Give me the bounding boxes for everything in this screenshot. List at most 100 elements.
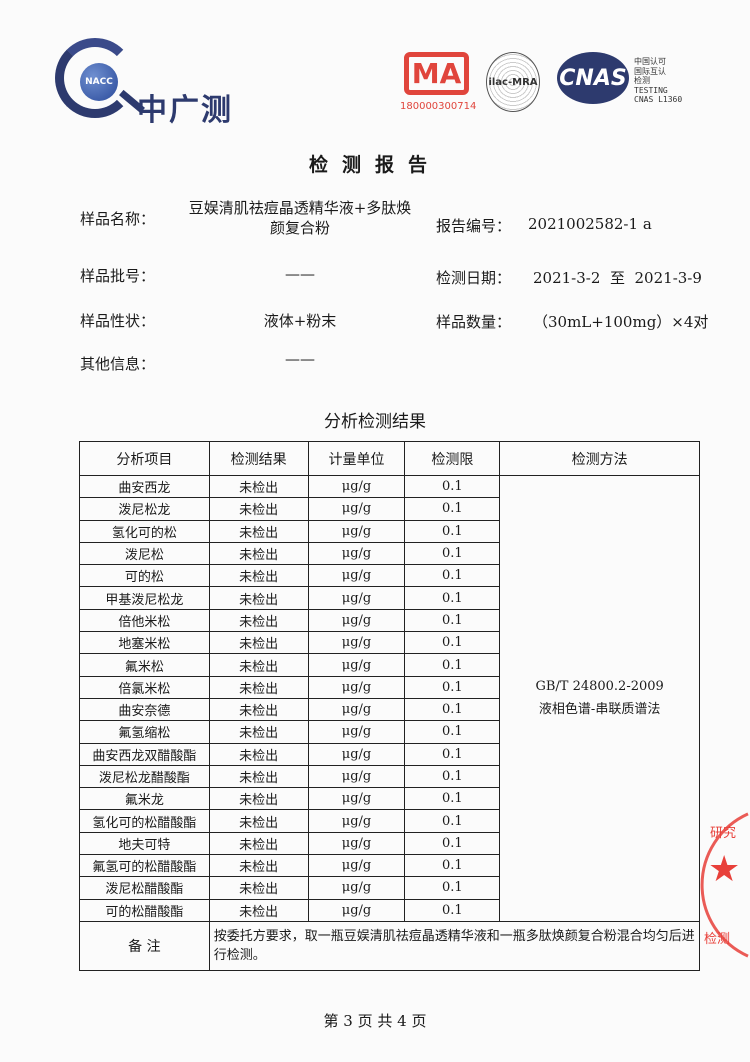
limit-cell: 0.1 xyxy=(404,876,501,900)
cnas-text: 中国认可 国际互认 检测 TESTING CNAS L1360 xyxy=(634,57,682,105)
analyte-cell: 曲安西龙双醋酸酯 xyxy=(79,742,210,766)
result-cell: 未检出 xyxy=(208,541,309,566)
limit-cell: 0.1 xyxy=(404,787,501,811)
analyte-cell: 泼尼松龙 xyxy=(79,497,210,521)
result-cell: 未检出 xyxy=(208,898,309,922)
table-row: 可的松 未检出 μg/g 0.1 xyxy=(79,564,700,588)
limit-cell: 0.1 xyxy=(404,809,501,833)
result-cell: 未检出 xyxy=(208,831,309,856)
unit-cell: μg/g xyxy=(307,586,406,610)
limit-cell: 0.1 xyxy=(404,541,501,566)
result-cell: 未检出 xyxy=(208,854,309,878)
batch-label: 样品批号： xyxy=(80,267,156,285)
limit-cell: 0.1 xyxy=(404,675,501,699)
analyte-cell: 曲安西龙 xyxy=(79,474,210,499)
unit-cell: μg/g xyxy=(307,519,406,543)
unit-cell: μg/g xyxy=(307,831,406,856)
table-row: 氟米松 未检出 μg/g 0.1 xyxy=(79,653,700,677)
analyte-cell: 氟氢缩松 xyxy=(79,720,210,744)
analyte-cell: 地夫可特 xyxy=(79,831,210,856)
analyte-cell: 倍他米松 xyxy=(79,608,210,633)
cnas-logo: CNAS xyxy=(557,52,629,104)
table-row: 倍氯米松 未检出 μg/g 0.1 xyxy=(79,675,700,699)
note-row: 备 注按委托方要求，取一瓶豆娱清肌祛痘晶透精华液和一瓶多肽焕颜复合粉混合均匀后进… xyxy=(79,920,701,971)
result-cell: 未检出 xyxy=(208,497,309,521)
ilac-mra-logo: ilac-MRA xyxy=(486,52,540,112)
unit-cell: μg/g xyxy=(307,764,406,789)
results-table: 分析项目 检测结果 计量单位 检测限 检测方法 曲安西龙 未检出 μg/g 0.1 GB… xyxy=(79,441,701,971)
limit-cell: 0.1 xyxy=(404,742,501,766)
sample-name-label: 样品名称： xyxy=(80,210,156,228)
test-date-to: 2021-3-9 xyxy=(634,269,702,287)
cma-logo: MA xyxy=(404,52,469,95)
result-cell: 未检出 xyxy=(208,653,309,677)
result-cell: 未检出 xyxy=(208,787,309,811)
table-row: 氟氢缩松 未检出 μg/g 0.1 xyxy=(79,720,700,744)
report-no-value: 2021002582-1 a xyxy=(528,215,652,233)
other-info-label: 其他信息： xyxy=(80,355,156,373)
result-cell: 未检出 xyxy=(208,564,309,588)
unit-cell: μg/g xyxy=(307,497,406,521)
result-cell: 未检出 xyxy=(208,519,309,543)
limit-cell: 0.1 xyxy=(404,474,501,499)
table-row: 可的松醋酸酯 未检出 μg/g 0.1 xyxy=(79,898,700,922)
table-row: 氢化可的松 未检出 μg/g 0.1 xyxy=(79,519,700,543)
method-technique: 液相色谱-串联质谱法 xyxy=(538,702,661,718)
official-stamp xyxy=(700,812,749,958)
table-row: 氟米龙 未检出 μg/g 0.1 xyxy=(79,787,700,811)
result-cell: 未检出 xyxy=(208,720,309,744)
limit-cell: 0.1 xyxy=(404,697,501,722)
limit-cell: 0.1 xyxy=(404,898,501,922)
table-row: 曲安西龙 未检出 μg/g 0.1 GB/T 24800.2-2009 液相色谱-串联质谱… xyxy=(79,474,700,922)
analyte-cell: 泼尼松 xyxy=(79,541,210,566)
analyte-cell: 氢化可的松 xyxy=(79,519,210,543)
unit-cell: μg/g xyxy=(307,742,406,766)
unit-cell: μg/g xyxy=(307,876,406,900)
analyte-cell: 甲基泼尼松龙 xyxy=(79,586,210,610)
analyte-cell: 氟氢可的松醋酸酯 xyxy=(79,854,210,878)
state-value: 液体+粉末 xyxy=(263,312,337,330)
table-row: 泼尼松 未检出 μg/g 0.1 xyxy=(79,541,700,566)
test-date-from: 2021-3-2 xyxy=(533,269,601,287)
table-row: 泼尼松醋酸酯 未检出 μg/g 0.1 xyxy=(79,876,700,900)
unit-cell: μg/g xyxy=(307,653,406,677)
limit-cell: 0.1 xyxy=(404,497,501,521)
results-heading: 分析检测结果 xyxy=(324,412,426,432)
cnas-line: TESTING xyxy=(634,85,668,95)
analyte-cell: 可的松 xyxy=(79,564,210,588)
limit-cell: 0.1 xyxy=(404,854,501,878)
cnas-line: 国际互认 xyxy=(634,66,666,76)
test-date-label: 检测日期： xyxy=(436,269,512,287)
unit-cell: μg/g xyxy=(307,675,406,699)
limit-cell: 0.1 xyxy=(404,586,501,610)
quantity-value: （30mL+100mg）×4对 xyxy=(533,313,709,331)
unit-cell: μg/g xyxy=(307,720,406,744)
table-row: 泼尼松龙醋酸酯 未检出 μg/g 0.1 xyxy=(79,764,700,789)
sample-name-value: 豆娱清肌祛痘晶透精华液+多肽焕 颜复合粉 xyxy=(185,198,415,238)
column-header: 检测限 xyxy=(404,441,501,476)
column-header: 检测方法 xyxy=(499,441,700,476)
table-header-row: 分析项目 检测结果 计量单位 检测限 检测方法 xyxy=(79,441,700,476)
unit-cell: μg/g xyxy=(307,474,406,499)
method-cell: GB/T 24800.2-2009 液相色谱-串联质谱法 xyxy=(499,475,700,922)
table-row: 曲安奈德 未检出 μg/g 0.1 xyxy=(79,697,700,722)
result-cell: 未检出 xyxy=(208,631,309,655)
analyte-cell: 氢化可的松醋酸酯 xyxy=(79,809,210,833)
report-title: 检测报告 xyxy=(308,154,441,176)
analyte-cell: 倍氯米松 xyxy=(79,675,210,699)
result-cell: 未检出 xyxy=(208,474,309,499)
company-logo-name: 中广测 xyxy=(137,93,233,128)
method-standard: GB/T 24800.2-2009 xyxy=(535,679,664,695)
table-row: 氟氢可的松醋酸酯 未检出 μg/g 0.1 xyxy=(79,854,700,878)
unit-cell: μg/g xyxy=(307,697,406,722)
column-header: 分析项目 xyxy=(79,441,210,476)
analyte-cell: 可的松醋酸酯 xyxy=(79,898,210,922)
cnas-line: CNAS L1360 xyxy=(634,95,683,104)
unit-cell: μg/g xyxy=(307,787,406,811)
limit-cell: 0.1 xyxy=(404,831,501,856)
cma-number: 180000300714 xyxy=(400,101,477,112)
stamp-arc xyxy=(700,812,749,958)
stamp-star-icon: ★ xyxy=(708,849,741,890)
column-header: 计量单位 xyxy=(307,441,406,476)
test-date-to-word: 至 xyxy=(609,269,625,287)
